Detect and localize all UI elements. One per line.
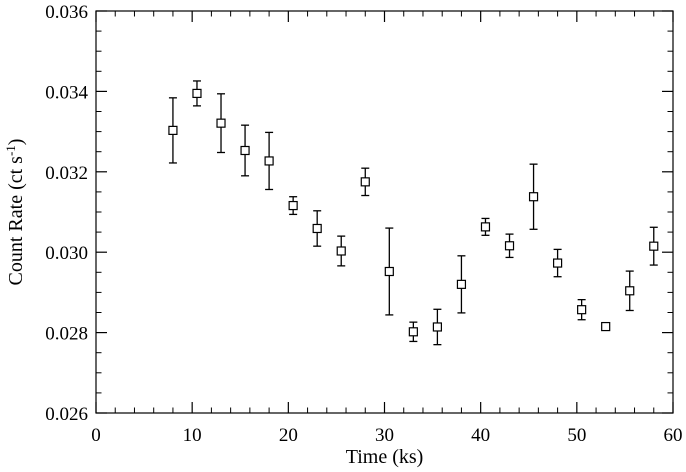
x-tick-label: 60 (664, 425, 683, 446)
data-point-group (456, 255, 467, 314)
y-axis-label: Count Rate (ct s-1) (3, 139, 27, 286)
data-point-marker (384, 266, 394, 277)
data-point-group (360, 167, 370, 197)
tick-labels: 0 10 20 30 40 50 60 0.026 0.028 0.030 0.032 0.034 0.… (45, 2, 682, 446)
data-series (168, 80, 659, 346)
data-point-marker (336, 246, 346, 256)
y-tick-label: 0.030 (45, 243, 88, 264)
plot-frame (95, 10, 674, 414)
y-tick-label: 0.028 (45, 324, 88, 345)
data-point-marker (216, 118, 226, 128)
data-point-marker (625, 286, 635, 296)
data-point-marker (288, 200, 298, 211)
data-point-marker (192, 88, 202, 99)
data-point-marker (264, 156, 274, 166)
data-point-marker (528, 192, 539, 202)
data-point-group (528, 163, 539, 230)
data-point-marker (577, 305, 587, 315)
data-point-group (264, 131, 274, 191)
data-point-group (240, 124, 250, 177)
data-point-group (336, 235, 346, 267)
data-point-marker (168, 125, 178, 135)
data-point-group (601, 321, 611, 332)
data-point-marker (480, 222, 491, 232)
data-point-group (577, 298, 587, 321)
data-point-group (288, 196, 298, 216)
minor-ticks (96, 11, 673, 413)
y-axis-label-close: ) (5, 139, 27, 146)
data-point-marker (552, 258, 563, 268)
x-tick-label: 20 (279, 425, 298, 446)
data-point-group (216, 93, 226, 154)
data-point-group (384, 227, 394, 316)
x-tick-label: 50 (567, 425, 586, 446)
data-point-marker (360, 177, 370, 187)
data-point-marker (649, 241, 659, 251)
data-point-group (552, 248, 563, 278)
data-point-marker (456, 279, 467, 289)
data-point-group (504, 233, 515, 259)
x-tick-label: 10 (183, 425, 202, 446)
data-point-group (649, 226, 659, 266)
data-point-marker (240, 145, 250, 156)
y-tick-label: 0.032 (45, 163, 88, 184)
data-point-marker (504, 241, 515, 251)
data-point-marker (432, 322, 442, 332)
x-tick-label: 30 (375, 425, 394, 446)
data-point-group (312, 210, 322, 247)
data-point-group (168, 97, 178, 164)
y-tick-label: 0.034 (45, 82, 88, 103)
y-axis-label-superscript: -1 (3, 145, 18, 156)
x-tick-label: 0 (91, 425, 101, 446)
data-point-group (432, 308, 442, 346)
x-tick-label: 40 (471, 425, 490, 446)
data-point-marker (408, 327, 418, 337)
data-point-group (480, 217, 491, 236)
y-axis-label-main: Count Rate (ct s (5, 156, 27, 286)
data-point-group (408, 321, 418, 343)
data-point-group (625, 270, 635, 312)
y-tick-label: 0.036 (45, 2, 88, 23)
y-tick-label: 0.026 (45, 404, 88, 425)
data-point-marker (601, 321, 611, 332)
data-point-marker (312, 223, 322, 234)
data-point-group (192, 80, 202, 107)
major-ticks (95, 10, 674, 414)
x-axis-label: Time (ks) (346, 446, 424, 468)
